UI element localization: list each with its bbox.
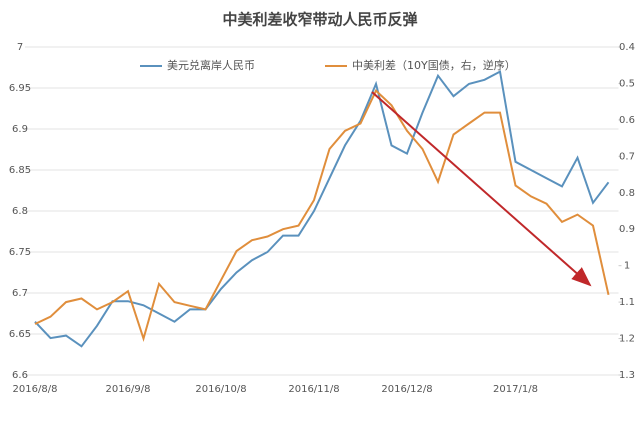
- plot-area: 6.6 6.65 6.7 6.75 6.8 6.85 6.9 6.95 7 0.4 0.5 0.6 0.…: [9, 42, 635, 395]
- x-tick-label: 2016/8/8: [13, 384, 58, 395]
- y-tick-label: 6.9: [12, 124, 28, 135]
- y-tick-label: 6.7: [12, 288, 28, 299]
- y-tick-label: 6.6: [12, 370, 28, 381]
- x-tick-label: 2016/9/8: [106, 384, 151, 395]
- y2-tick-label: 0.6: [619, 115, 635, 126]
- y2-tick-label: 0.4: [619, 42, 635, 53]
- y-tick-label: 6.95: [9, 83, 31, 94]
- y-tick-label: 6.75: [9, 247, 31, 258]
- series-line: [34, 89, 610, 343]
- x-tick-label: 2016/10/8: [195, 384, 246, 395]
- y2-tick-label: 0.7: [619, 151, 635, 162]
- y2-tick-label: 0.9: [619, 224, 635, 235]
- x-tick-label: 2016/12/8: [381, 384, 432, 395]
- y-tick-label: 7: [17, 42, 23, 53]
- y2-tick-label: 1: [624, 261, 630, 272]
- legend-label: 美元兑离岸人民币: [167, 58, 255, 72]
- y-tick-label: 6.8: [12, 206, 28, 217]
- x-tick-label: 2017/1/8: [493, 384, 538, 395]
- series-line: [34, 70, 610, 348]
- legend-label: 中美利差（10Y国债，右，逆序）: [352, 58, 516, 72]
- y2-tick-label: 0.5: [619, 78, 635, 89]
- trend-arrow: [371, 91, 592, 287]
- x-tick-label: 2016/11/8: [288, 384, 339, 395]
- y2-tick-label: 1.1: [619, 297, 635, 308]
- chart-title: 中美利差收窄带动人民币反弹: [222, 11, 417, 29]
- legend: 美元兑离岸人民币 中美利差（10Y国债，右，逆序）: [140, 58, 516, 72]
- y2-tick-label: 1.2: [619, 334, 635, 345]
- y-tick-label: 6.85: [9, 165, 31, 176]
- y2-tick-label: 1.3: [619, 370, 635, 381]
- y2-tick-label: 0.8: [619, 188, 635, 199]
- y-tick-label: 6.65: [9, 329, 31, 340]
